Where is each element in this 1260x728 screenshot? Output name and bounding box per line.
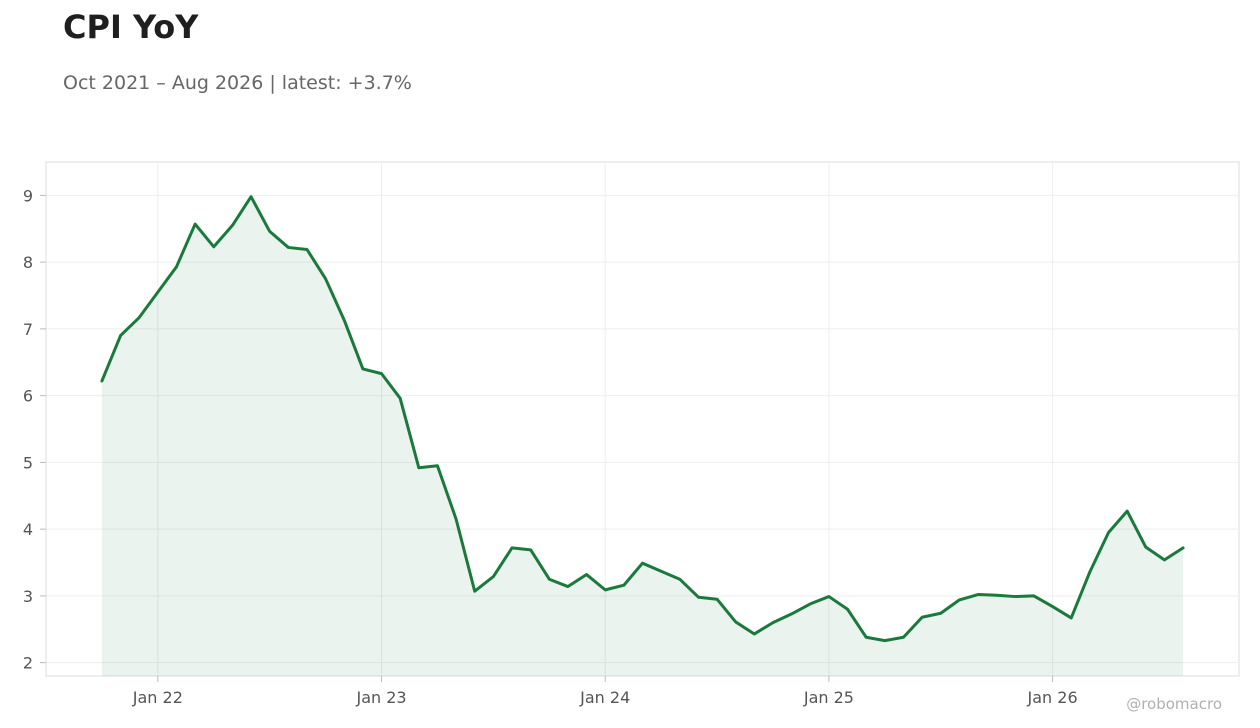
data-point	[604, 588, 607, 591]
data-point	[660, 570, 663, 573]
data-point	[771, 621, 774, 624]
data-point	[585, 573, 588, 576]
data-point	[1144, 546, 1147, 549]
data-point	[1070, 616, 1073, 619]
data-point	[548, 578, 551, 581]
y-tick-label: 6	[23, 387, 33, 406]
data-point	[455, 518, 458, 521]
data-point	[902, 636, 905, 639]
data-point	[1182, 546, 1185, 549]
series-area-fill	[101, 196, 1184, 676]
data-point	[1163, 558, 1166, 561]
x-tick-label: Jan 25	[803, 688, 854, 707]
grid-layer	[46, 162, 1239, 676]
data-point	[958, 598, 961, 601]
data-point	[194, 223, 197, 226]
data-point	[1051, 605, 1054, 608]
data-point	[827, 595, 830, 598]
line-layer	[100, 195, 1185, 643]
data-point	[305, 248, 308, 251]
x-tick-label: Jan 24	[579, 688, 630, 707]
data-point	[716, 598, 719, 601]
data-point	[1107, 531, 1110, 534]
data-point	[361, 367, 364, 370]
data-point	[156, 291, 159, 294]
data-point	[417, 466, 420, 469]
data-point	[1126, 510, 1129, 513]
data-point	[250, 195, 253, 198]
series-line	[100, 195, 1185, 643]
data-point	[921, 616, 924, 619]
data-point	[678, 578, 681, 581]
data-point	[566, 585, 569, 588]
area-layer	[101, 196, 1184, 676]
data-point	[399, 397, 402, 400]
data-point	[212, 245, 215, 248]
data-point	[995, 594, 998, 597]
data-point	[100, 379, 103, 382]
data-point	[846, 608, 849, 611]
y-tick-label: 3	[23, 587, 33, 606]
y-tick-label: 5	[23, 453, 33, 472]
data-point	[697, 596, 700, 599]
y-tick-label: 9	[23, 186, 33, 205]
data-point	[753, 632, 756, 635]
x-tick-label: Jan 23	[355, 688, 406, 707]
data-point	[380, 372, 383, 375]
data-point	[1014, 595, 1017, 598]
data-point	[511, 546, 514, 549]
data-point	[977, 593, 980, 596]
y-axis: 2 3 4 5 6 7 8 9	[23, 186, 46, 673]
data-point	[883, 639, 886, 642]
y-tick-label: 2	[23, 654, 33, 673]
data-point	[1032, 594, 1035, 597]
watermark: @robomacro	[1126, 695, 1222, 713]
plot-frame	[45, 161, 1240, 677]
data-point	[175, 265, 178, 268]
data-point	[939, 612, 942, 615]
data-point	[268, 230, 271, 233]
plot-background	[45, 161, 1240, 677]
data-point	[343, 319, 346, 322]
y-tick-label: 4	[23, 520, 33, 539]
chart-title: CPI YoY	[63, 8, 199, 46]
x-tick-label: Jan 26	[1027, 688, 1078, 707]
data-point	[622, 584, 625, 587]
data-point	[865, 636, 868, 639]
x-axis: Jan 22 Jan 23 Jan 24 Jan 25 Jan 26	[132, 676, 1078, 707]
data-point	[734, 620, 737, 623]
data-point	[1088, 570, 1091, 573]
data-point	[119, 334, 122, 337]
data-point	[231, 224, 234, 227]
y-tick-label: 8	[23, 253, 33, 272]
y-tick-label: 7	[23, 320, 33, 339]
data-point	[809, 602, 812, 605]
data-point	[324, 277, 327, 280]
data-point	[492, 575, 495, 578]
data-point	[138, 316, 141, 319]
data-point	[287, 246, 290, 249]
data-point	[436, 464, 439, 467]
data-point	[529, 548, 532, 551]
x-tick-label: Jan 22	[132, 688, 183, 707]
data-point	[473, 590, 476, 593]
data-point	[790, 612, 793, 615]
data-point	[641, 562, 644, 565]
chart-subtitle: Oct 2021 – Aug 2026 | latest: +3.7%	[63, 72, 412, 94]
